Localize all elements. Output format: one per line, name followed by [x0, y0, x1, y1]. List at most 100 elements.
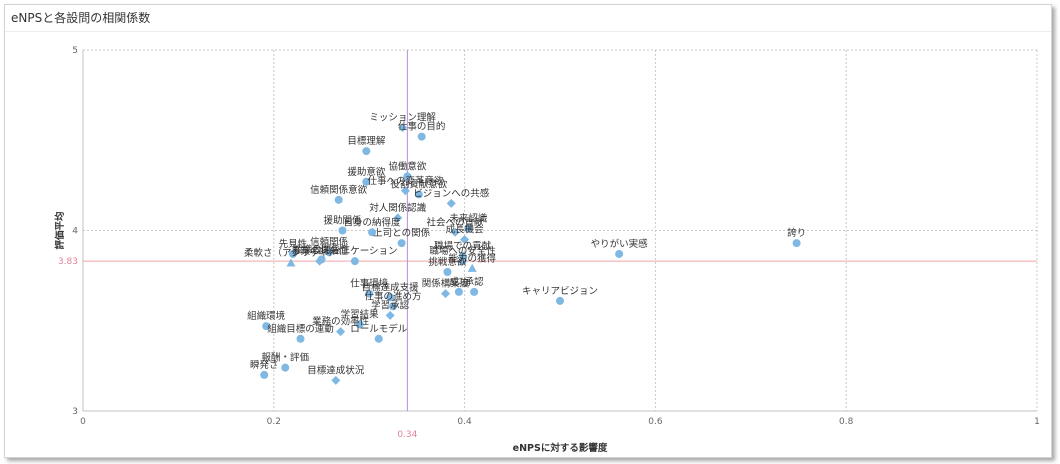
point-label: 仕事環境	[350, 278, 389, 290]
point-label: 援助関係	[323, 215, 362, 227]
scatter-point	[386, 293, 395, 302]
point-label: 先見性	[279, 238, 308, 250]
y-reference-label: 3.83	[58, 257, 78, 267]
scatter-point	[458, 257, 467, 266]
scatter-point	[374, 334, 383, 343]
scatter-point	[400, 186, 410, 196]
point-label: 職場への安全性	[429, 245, 496, 257]
scatter-point	[417, 132, 426, 141]
scatter-point	[470, 287, 479, 296]
scatter-point	[288, 249, 297, 258]
point-label: 組織環境	[247, 310, 286, 322]
scatter-point	[362, 177, 371, 186]
point-label: コミュニケーション	[312, 246, 397, 257]
scatter-point	[286, 258, 296, 267]
scatter-point	[397, 239, 406, 248]
scatter-point	[368, 228, 377, 237]
scatter-point	[331, 375, 341, 385]
chart-title: eNPSと各設問の相関係数	[11, 11, 151, 25]
scatter-point	[398, 123, 408, 133]
scatter-point	[317, 255, 326, 264]
scatter-point	[365, 289, 374, 298]
point-label: 業務の効率性	[312, 316, 370, 328]
point-label: 仕事への変革意欲	[367, 175, 444, 187]
y-tick-label: 5	[72, 46, 78, 56]
scatter-point	[338, 226, 347, 235]
scatter-point	[296, 334, 305, 343]
scatter-point	[464, 224, 473, 233]
scatter-point	[362, 147, 371, 156]
scatter-point	[350, 257, 359, 266]
scatter-point	[393, 213, 403, 223]
point-label: 組織の関係性	[293, 243, 351, 255]
point-label: 誇り	[787, 227, 806, 239]
scatter-point	[325, 248, 334, 257]
point-label: 信頼関係	[310, 236, 349, 248]
scatter-point	[385, 310, 395, 320]
point-label: 社会への貢献	[427, 216, 485, 228]
point-label: 学習結果	[341, 308, 380, 320]
point-label: 瞬発さ	[250, 359, 279, 371]
point-label: 上司との関係	[373, 228, 430, 239]
point-label: 対人関係認識	[369, 202, 427, 214]
point-label: 柔軟さ（アジリティ）	[244, 247, 338, 259]
title-divider	[5, 31, 1051, 32]
point-label: 報酬・評価	[261, 352, 309, 364]
point-label: 組織目標の運動	[267, 323, 334, 335]
scatter-point	[556, 296, 564, 305]
point-label: 成功	[449, 276, 468, 288]
x-tick-label: 0.8	[839, 417, 854, 427]
x-tick-label: 0	[80, 417, 86, 427]
point-label: 仕事の目的	[398, 121, 446, 133]
scatter-point	[615, 249, 624, 258]
scatter-point	[389, 302, 398, 311]
point-label: ビジョンへの共感	[413, 187, 490, 199]
y-tick-label: 3	[72, 407, 78, 417]
point-label: 協働意欲	[388, 160, 427, 172]
x-axis-label: eNPSに対する影響度	[513, 442, 608, 454]
scatter-point	[262, 322, 271, 331]
point-label: 挑戦意欲	[428, 256, 467, 268]
point-label: 援助意欲	[347, 166, 386, 178]
point-label: 目標達成支援	[362, 281, 420, 293]
point-label: ロールモデル	[350, 323, 408, 335]
point-label: やりがい実感	[591, 238, 649, 250]
y-axis-label: 評価平均	[54, 211, 66, 250]
x-tick-label: 0.4	[457, 417, 472, 427]
scatter-point	[450, 227, 460, 237]
point-label: 承認	[465, 276, 485, 288]
x-tick-label: 0.6	[648, 417, 663, 427]
scatter-point	[460, 235, 470, 245]
point-label: 役割貢献意欲	[390, 178, 448, 190]
point-label: 信頼関係意欲	[310, 184, 368, 196]
scatter-point	[336, 327, 346, 337]
chart-card: eNPSと各設問の相関係数 0 0.2 0.4 0.6 0.8 1 3 4 5 3.83 0.34 e…	[4, 4, 1052, 458]
point-label: 目標達成状況	[307, 364, 365, 376]
point-label: 仕事の進め方	[365, 290, 422, 302]
scatter-point	[443, 268, 452, 277]
x-reference-label: 0.34	[397, 430, 417, 440]
scatter-point	[281, 363, 290, 372]
y-tick-label: 4	[72, 227, 78, 237]
scatter-point	[454, 287, 463, 296]
x-tick-label: 0.2	[267, 417, 281, 427]
point-label: 能力の獲得	[448, 252, 496, 264]
scatter-point	[260, 370, 269, 379]
point-label: 目標理解	[347, 135, 386, 147]
scatter-point	[467, 263, 477, 272]
point-label: 学習承認	[371, 299, 410, 311]
point-label: 職場での貢献	[434, 240, 492, 252]
point-label: 事業の将来性	[291, 245, 349, 257]
point-label: 関係構築度	[422, 278, 470, 290]
scatter-point	[446, 198, 456, 208]
x-tick-label: 1	[1034, 417, 1040, 427]
scatter-point	[403, 172, 412, 181]
scatter-point	[792, 239, 801, 248]
scatter-chart: 0 0.2 0.4 0.6 0.8 1 3 4 5 3.83 0.34 eNPSに対する影響度 評価平均…	[54, 46, 1040, 454]
scatter-point	[414, 190, 423, 199]
point-label: 成長機会	[446, 224, 485, 236]
point-label: キャリアビジョン	[522, 286, 598, 297]
point-label: ミッション理解	[369, 112, 436, 124]
point-label: 未来認識	[449, 213, 488, 225]
scatter-point	[441, 289, 451, 299]
